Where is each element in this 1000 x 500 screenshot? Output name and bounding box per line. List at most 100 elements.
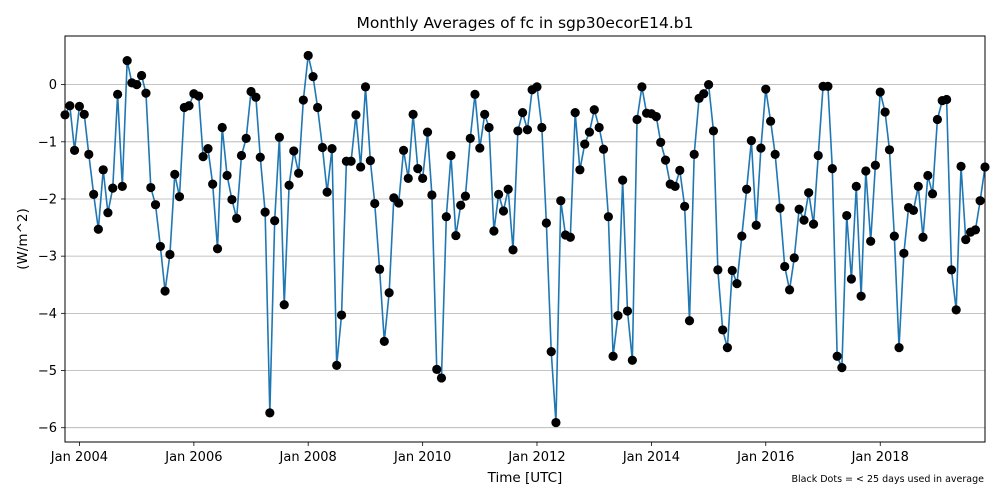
data-point [365, 156, 375, 166]
data-point [184, 101, 194, 111]
data-point [861, 166, 871, 176]
data-point [336, 310, 347, 320]
data-point [394, 198, 404, 208]
data-point [351, 110, 361, 120]
data-point [537, 122, 547, 133]
data-point [93, 224, 103, 234]
data-point [832, 351, 842, 361]
data-point [680, 201, 690, 212]
data-point [589, 105, 599, 115]
data-point [894, 343, 904, 353]
data-point [675, 165, 685, 175]
data-point [403, 173, 413, 183]
data-point [794, 204, 804, 214]
data-point [356, 162, 366, 172]
data-point [541, 218, 551, 228]
data-point [708, 126, 719, 136]
data-point [789, 253, 799, 263]
data-point [951, 305, 961, 315]
data-point [699, 89, 709, 99]
footnote: Black Dots = < 25 days used in average [792, 474, 985, 485]
data-point [270, 216, 280, 226]
data-point [379, 336, 389, 346]
data-point [718, 325, 728, 335]
data-point [923, 170, 933, 181]
data-point [117, 181, 127, 191]
data-point [766, 116, 776, 126]
data-point [856, 291, 866, 301]
data-point [598, 144, 609, 154]
data-point [255, 152, 265, 162]
data-point [961, 234, 971, 245]
data-point [946, 265, 957, 275]
data-point [737, 231, 747, 241]
data-point [79, 109, 89, 119]
data-point [670, 181, 680, 191]
data-point [899, 248, 909, 258]
data-point [503, 184, 513, 194]
data-point [913, 181, 923, 191]
data-point [689, 149, 699, 159]
data-point [727, 265, 737, 276]
data-point [398, 145, 409, 155]
data-point [713, 265, 723, 275]
y-tick-label: −6 [38, 421, 57, 436]
data-point [751, 220, 761, 230]
data-point [165, 249, 175, 260]
data-point [613, 311, 623, 321]
data-point [594, 122, 604, 133]
data-point [170, 169, 180, 179]
data-point [294, 168, 304, 178]
data-point [308, 72, 318, 82]
data-point [289, 146, 299, 156]
data-point [427, 190, 437, 200]
data-point [575, 165, 585, 175]
data-point [465, 133, 475, 143]
data-point [722, 343, 733, 353]
data-point [813, 150, 823, 161]
data-point [332, 360, 342, 370]
data-point [556, 196, 566, 206]
data-point [942, 94, 952, 105]
data-point [484, 122, 494, 133]
data-point [770, 149, 780, 159]
data-point [742, 184, 752, 194]
data-point [732, 279, 742, 289]
data-point [551, 417, 561, 428]
data-point [608, 351, 618, 361]
data-point [74, 101, 85, 111]
data-point [146, 182, 156, 193]
data-point [460, 191, 471, 201]
data-point [975, 196, 985, 206]
data-point [141, 88, 151, 98]
data-point [627, 355, 637, 365]
x-axis-title: Time [UTC] [487, 470, 563, 486]
data-point [236, 150, 247, 161]
data-point [384, 288, 394, 298]
data-point [208, 179, 218, 189]
data-point [98, 165, 108, 175]
data-point [775, 203, 785, 213]
data-point [618, 175, 628, 185]
data-point [517, 108, 528, 118]
data-point [513, 126, 523, 136]
data-point [956, 161, 966, 171]
data-point [756, 143, 766, 153]
data-point [927, 189, 938, 199]
chart-title: Monthly Averages of fc in sgp30ecorE14.b… [356, 14, 693, 32]
data-point [603, 212, 613, 222]
data-point [418, 173, 428, 183]
data-point [761, 84, 771, 94]
y-axis-title: (W/m^2) [15, 208, 31, 269]
grid-layer [65, 84, 985, 429]
data-point [317, 142, 328, 153]
data-point [298, 95, 308, 105]
data-point [227, 194, 237, 205]
data-point [103, 208, 113, 218]
data-point [866, 236, 876, 246]
x-tick-label: Jan 2006 [164, 450, 222, 465]
y-tick-label: −2 [38, 192, 57, 207]
data-point [880, 107, 890, 117]
series-layer [60, 50, 990, 428]
